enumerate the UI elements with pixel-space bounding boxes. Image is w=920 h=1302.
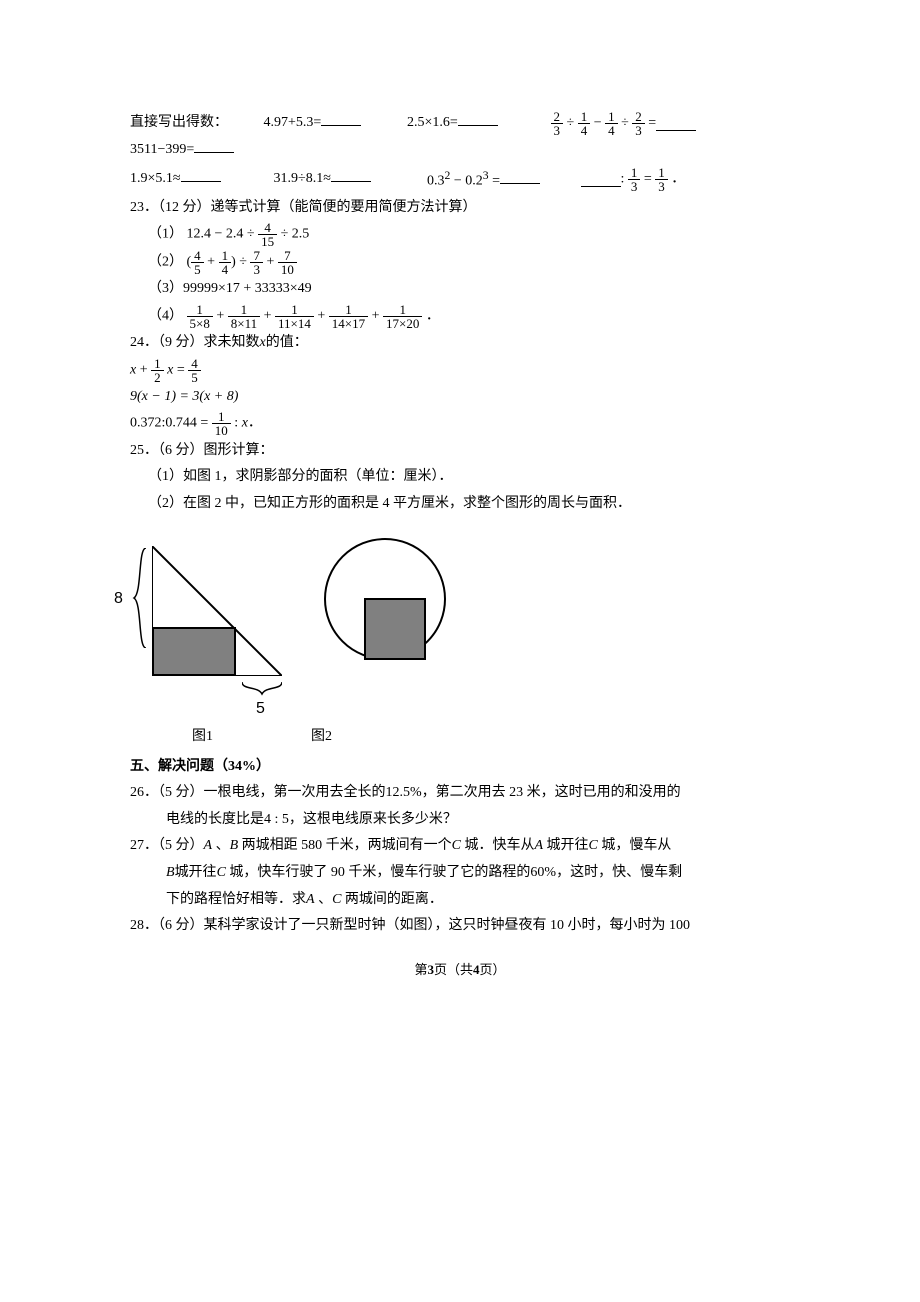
frac: 23 [551,110,564,137]
frac: 117×20 [383,303,422,330]
blank [500,169,540,184]
frac: 15×8 [187,303,213,330]
frac: 110 [212,410,231,437]
blank [194,138,234,153]
frac: 45 [188,357,201,384]
q24-l3: 0.372:0.744 = 110 : x． [130,410,790,437]
q28-line: 28．（6 分）某科学家设计了一只新型时钟（如图），这只时钟昼夜有 10 小时，… [130,913,790,940]
frac: 14 [219,249,232,276]
blank [656,116,696,131]
q26-line2: 电线的长度比是4 : 5，这根电线原来长多少米？ [130,807,790,834]
frac: 710 [278,249,297,276]
blank [458,111,498,126]
frac: 13 [655,166,668,193]
q22-item2: 2.5×1.6= [407,110,547,137]
q22-item4: 3511−399= [130,137,234,164]
q23-p4: （4） 15×8 + 18×11 + 111×14 + 114×17 + 117… [130,303,790,330]
blank [321,111,361,126]
figures: 8 5 图1 图2 [130,524,790,754]
q23-p3: （3）99999×17 + 33333×49 [130,276,790,303]
q24-l2: 9(x − 1) = 3(x + 8) [130,384,790,411]
q22-item7: 0.32 − 0.23 = [427,165,577,195]
fig1-caption: 图1 [192,724,213,751]
frac: 18×11 [228,303,260,330]
blank [581,172,621,187]
q24-l1: x + 12 x = 45 [130,357,790,384]
q22-row2: 3511−399= [130,137,790,164]
q22-item8: : 13 = 13 ． [581,166,686,193]
q22-lead: 直接写出得数： [130,110,260,137]
blank [181,167,221,182]
q22-item5: 1.9×5.1≈ [130,166,270,193]
figure-2 [310,524,460,714]
fig1-label-8: 8 [114,584,123,614]
q22-item1: 4.97+5.3= [264,110,404,137]
frac: 45 [191,249,204,276]
fig1-label-5: 5 [256,694,265,724]
q23-p2: （2） (45 + 14) ÷ 73 + 710 [130,249,790,276]
frac: 111×14 [275,303,314,330]
frac: 23 [632,110,645,137]
q27-line1: 27．（5 分）A 、B 两城相距 580 千米，两城间有一个C 城．快车从A … [130,833,790,860]
q25-p2: （2）在图 2 中，已知正方形的面积是 4 平方厘米，求整个图形的周长与面积． [130,491,790,518]
page-footer: 第3页（共4页） [130,958,790,983]
frac: 13 [628,166,641,193]
figure-1: 8 5 [132,524,297,714]
fig-captions: 图1 图2 [130,724,470,751]
frac: 73 [250,249,263,276]
page: 直接写出得数： 4.97+5.3= 2.5×1.6= 23 ÷ 14 − 14 … [0,0,920,1302]
brace-left-icon [132,548,150,648]
q26-line1: 26．（5 分）一根电线，第一次用去全长的12.5%，第二次用去 23 米，这时… [130,780,790,807]
q22-item3: 23 ÷ 14 − 14 ÷ 23 = [551,110,697,137]
q27-line3: 下的路程恰好相等．求A 、C 两城间的距离． [130,887,790,914]
q25-p1: （1）如图 1，求阴影部分的面积（单位：厘米）． [130,464,790,491]
q23-p1: （1） 12.4 − 2.4 ÷ 415 ÷ 2.5 [130,221,790,248]
q22-item6: 31.9÷8.1≈ [274,166,424,193]
q22-row3: 1.9×5.1≈ 31.9÷8.1≈ 0.32 − 0.23 = : 13 = … [130,165,790,195]
frac: 14 [605,110,618,137]
frac: 114×17 [329,303,368,330]
frac: 415 [258,221,277,248]
frac: 14 [578,110,591,137]
q23-head: 23．（12 分）递等式计算（能简便的要用简便方法计算） [130,195,790,222]
frac: 12 [151,357,164,384]
q25-head: 25．（6 分）图形计算： [130,438,790,465]
q22-row1: 直接写出得数： 4.97+5.3= 2.5×1.6= 23 ÷ 14 − 14 … [130,110,790,137]
q24-head: 24．（9 分）求未知数x的值： [130,330,790,357]
fig1-triangle [152,546,282,676]
section5-heading: 五、解决问题（34%） [130,754,790,781]
blank [331,167,371,182]
fig2-caption: 图2 [311,724,332,751]
q27-line2: B城开往C 城，快车行驶了 90 千米，慢车行驶了它的路程的60%，这时，快、慢… [130,860,790,887]
